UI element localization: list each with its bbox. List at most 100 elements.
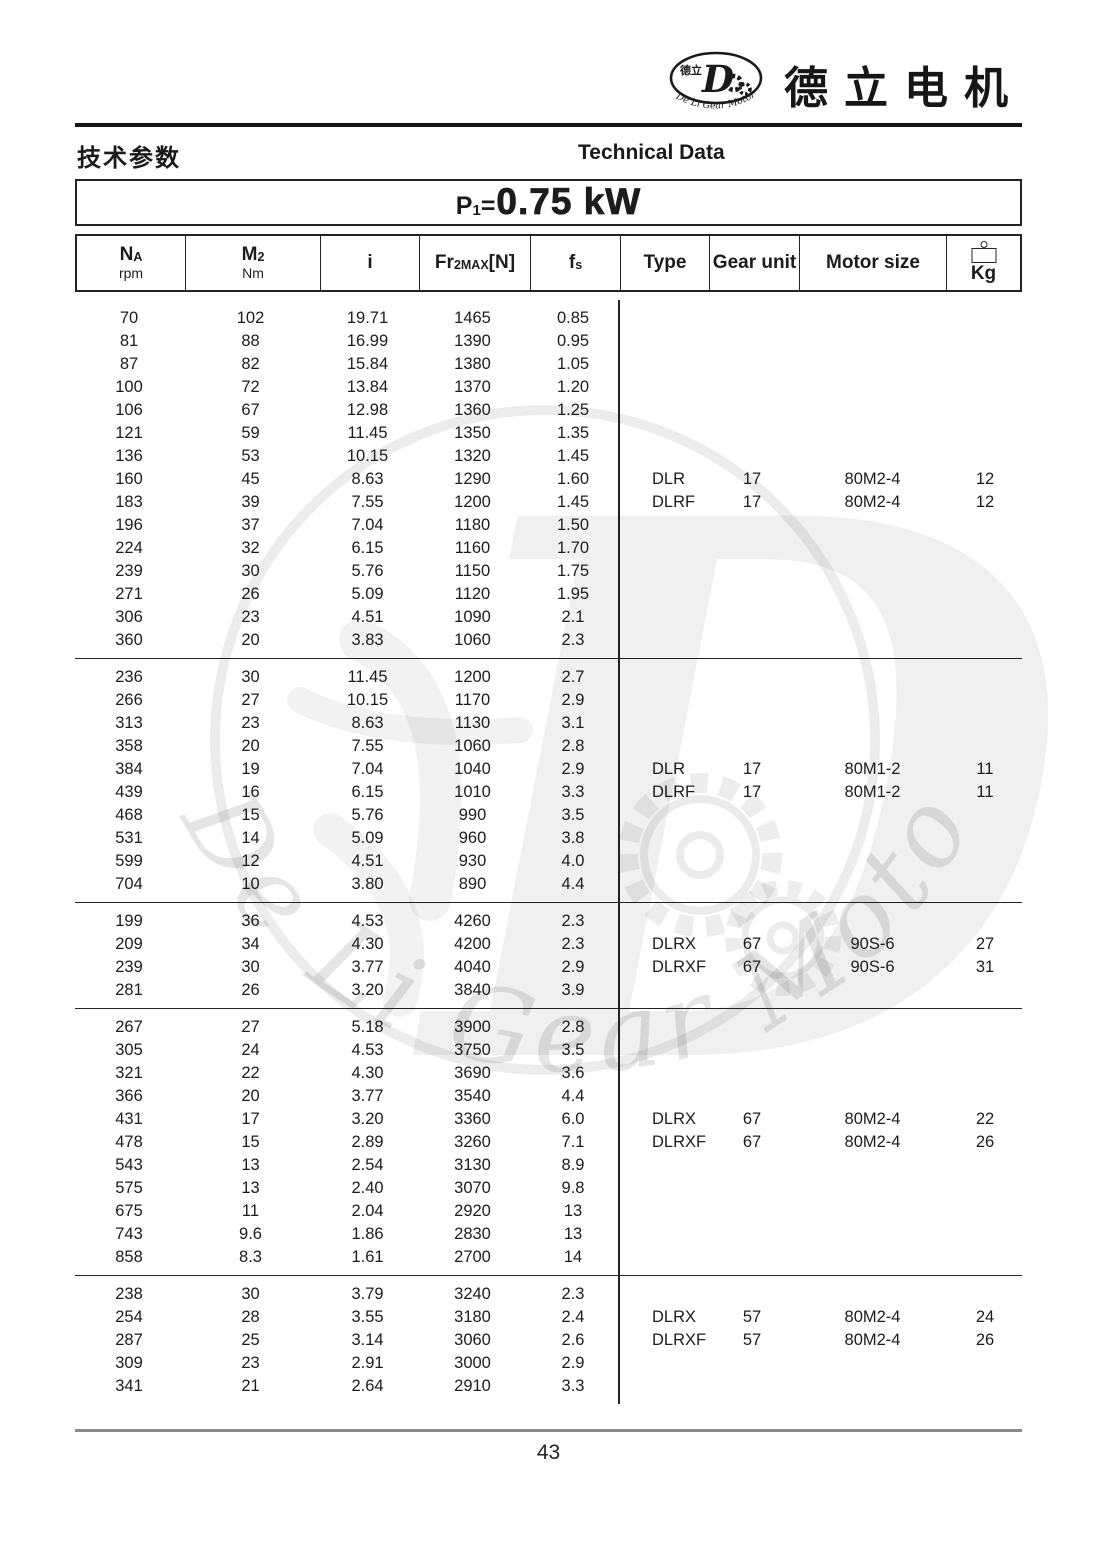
cell-na: 360	[115, 631, 143, 649]
table-row: 136 53 10.15 1320 1.45	[75, 445, 1022, 468]
cell-na: 209	[115, 935, 143, 953]
cell-fs: 2.3	[561, 935, 585, 953]
column-header-kg: Kg	[946, 236, 1020, 290]
cell-fs: 2.3	[561, 1285, 585, 1303]
table-row: 575 13 2.40 3070 9.8	[75, 1177, 1022, 1200]
table-row: 160 45 8.63 1290 1.60 DLR 17 80M2-4 12	[75, 468, 1022, 491]
cell-fs: 1.75	[556, 562, 590, 580]
cell-i: 2.91	[351, 1354, 384, 1372]
cell-m2: 22	[241, 1064, 260, 1082]
model-gear_unit: 57	[742, 1308, 762, 1326]
table-row: 743 9.6 1.86 2830 13	[75, 1223, 1022, 1246]
table-section-5: 238 30 3.79 3240 2.3 254 28 3.55 3180 2.4 DLRX 57 80…	[75, 1276, 1022, 1404]
cell-fs: 3.5	[561, 806, 585, 824]
table-row: 81 88 16.99 1390 0.95	[75, 330, 1022, 353]
cell-na: 358	[115, 737, 143, 755]
cell-na: 238	[115, 1285, 143, 1303]
cell-m2: 82	[241, 355, 260, 373]
cell-fs: 1.45	[556, 493, 590, 511]
cell-i: 2.64	[351, 1377, 384, 1395]
model-motor_size: 80M2-4	[844, 1110, 901, 1128]
footer-rule	[75, 1429, 1022, 1432]
column-unit: rpm	[118, 265, 144, 282]
cell-na: 599	[115, 852, 143, 870]
cell-m2: 28	[241, 1308, 260, 1326]
cell-fs: 1.05	[556, 355, 590, 373]
model-kg: 26	[975, 1331, 995, 1349]
table-row: 236 30 11.45 1200 2.7	[75, 666, 1022, 689]
cell-m2: 19	[241, 760, 260, 778]
cell-i: 4.30	[351, 1064, 384, 1082]
cell-i: 3.20	[351, 1110, 384, 1128]
model-type: DLRF	[652, 493, 696, 511]
page-title-cn: 技术参数	[77, 145, 181, 172]
cell-m2: 27	[241, 691, 260, 709]
cell-m2: 53	[241, 447, 260, 465]
titles-row: 技术参数 Technical Data	[75, 138, 1022, 172]
header-rule	[75, 123, 1022, 127]
model-type: DLRF	[652, 783, 696, 801]
model-type: DLRXF	[652, 958, 707, 976]
column-header-gear-unit: Gear unit	[709, 236, 799, 290]
cell-na: 309	[115, 1354, 143, 1372]
cell-fs: 1.45	[556, 447, 590, 465]
cell-i: 7.04	[351, 760, 384, 778]
cell-fr2max: 3840	[454, 981, 491, 999]
weight-icon	[971, 241, 997, 264]
page-number: 43	[536, 1441, 561, 1464]
cell-i: 5.76	[351, 806, 384, 824]
model-gear_unit: 57	[742, 1331, 762, 1349]
cell-fs: 4.4	[561, 875, 585, 893]
cell-m2: 13	[241, 1156, 260, 1174]
cell-fs: 13	[563, 1202, 583, 1220]
model-kg: 31	[975, 958, 995, 976]
cell-i: 5.76	[351, 562, 384, 580]
table-row: 121 59 11.45 1350 1.35	[75, 422, 1022, 445]
cell-m2: 20	[241, 1087, 260, 1105]
cell-fs: 3.8	[561, 829, 585, 847]
cell-i: 3.80	[351, 875, 384, 893]
cell-m2: 23	[241, 608, 260, 626]
model-motor_size: 80M2-4	[844, 493, 901, 511]
model-motor_size: 80M2-4	[844, 1133, 901, 1151]
cell-na: 136	[115, 447, 143, 465]
column-unit: Nm	[242, 265, 264, 282]
cell-fr2max: 4040	[454, 958, 491, 976]
model-kg: 11	[976, 783, 994, 801]
cell-m2: 30	[241, 1285, 260, 1303]
cell-fs: 0.95	[556, 332, 590, 350]
cell-i: 3.14	[351, 1331, 384, 1349]
cell-m2: 12	[241, 852, 260, 870]
cell-na: 224	[115, 539, 143, 557]
cell-i: 4.51	[351, 608, 384, 626]
cell-na: 106	[115, 401, 143, 419]
cell-fr2max: 960	[458, 829, 487, 847]
model-kg: 26	[975, 1133, 995, 1151]
cell-m2: 34	[241, 935, 260, 953]
cell-fr2max: 3000	[454, 1354, 491, 1372]
model-type: DLRXF	[652, 1133, 707, 1151]
cell-na: 239	[115, 958, 143, 976]
cell-i: 3.77	[351, 1087, 384, 1105]
model-motor_size: 80M2-4	[844, 470, 901, 488]
cell-fr2max: 2920	[454, 1202, 491, 1220]
table-section-2: 236 30 11.45 1200 2.7 266 27 10.15 1170 2.9 313 23 8…	[75, 659, 1022, 903]
cell-fr2max: 3060	[454, 1331, 491, 1349]
cell-na: 266	[115, 691, 143, 709]
cell-fr2max: 1150	[454, 562, 491, 580]
model-type: DLRX	[652, 1308, 697, 1326]
cell-fr2max: 4260	[454, 912, 491, 930]
cell-fs: 9.8	[561, 1179, 585, 1197]
cell-m2: 30	[241, 958, 260, 976]
cell-fr2max: 1360	[454, 401, 491, 419]
cell-fr2max: 930	[458, 852, 487, 870]
cell-i: 4.51	[351, 852, 384, 870]
cell-fr2max: 1200	[454, 668, 491, 686]
cell-fs: 3.3	[561, 1377, 585, 1395]
cell-m2: 36	[241, 912, 260, 930]
power-symbol-sub: 1	[472, 202, 481, 219]
cell-i: 1.86	[351, 1225, 384, 1243]
cell-fr2max: 1380	[454, 355, 491, 373]
table-row: 358 20 7.55 1060 2.8	[75, 735, 1022, 758]
cell-fs: 2.9	[561, 1354, 585, 1372]
